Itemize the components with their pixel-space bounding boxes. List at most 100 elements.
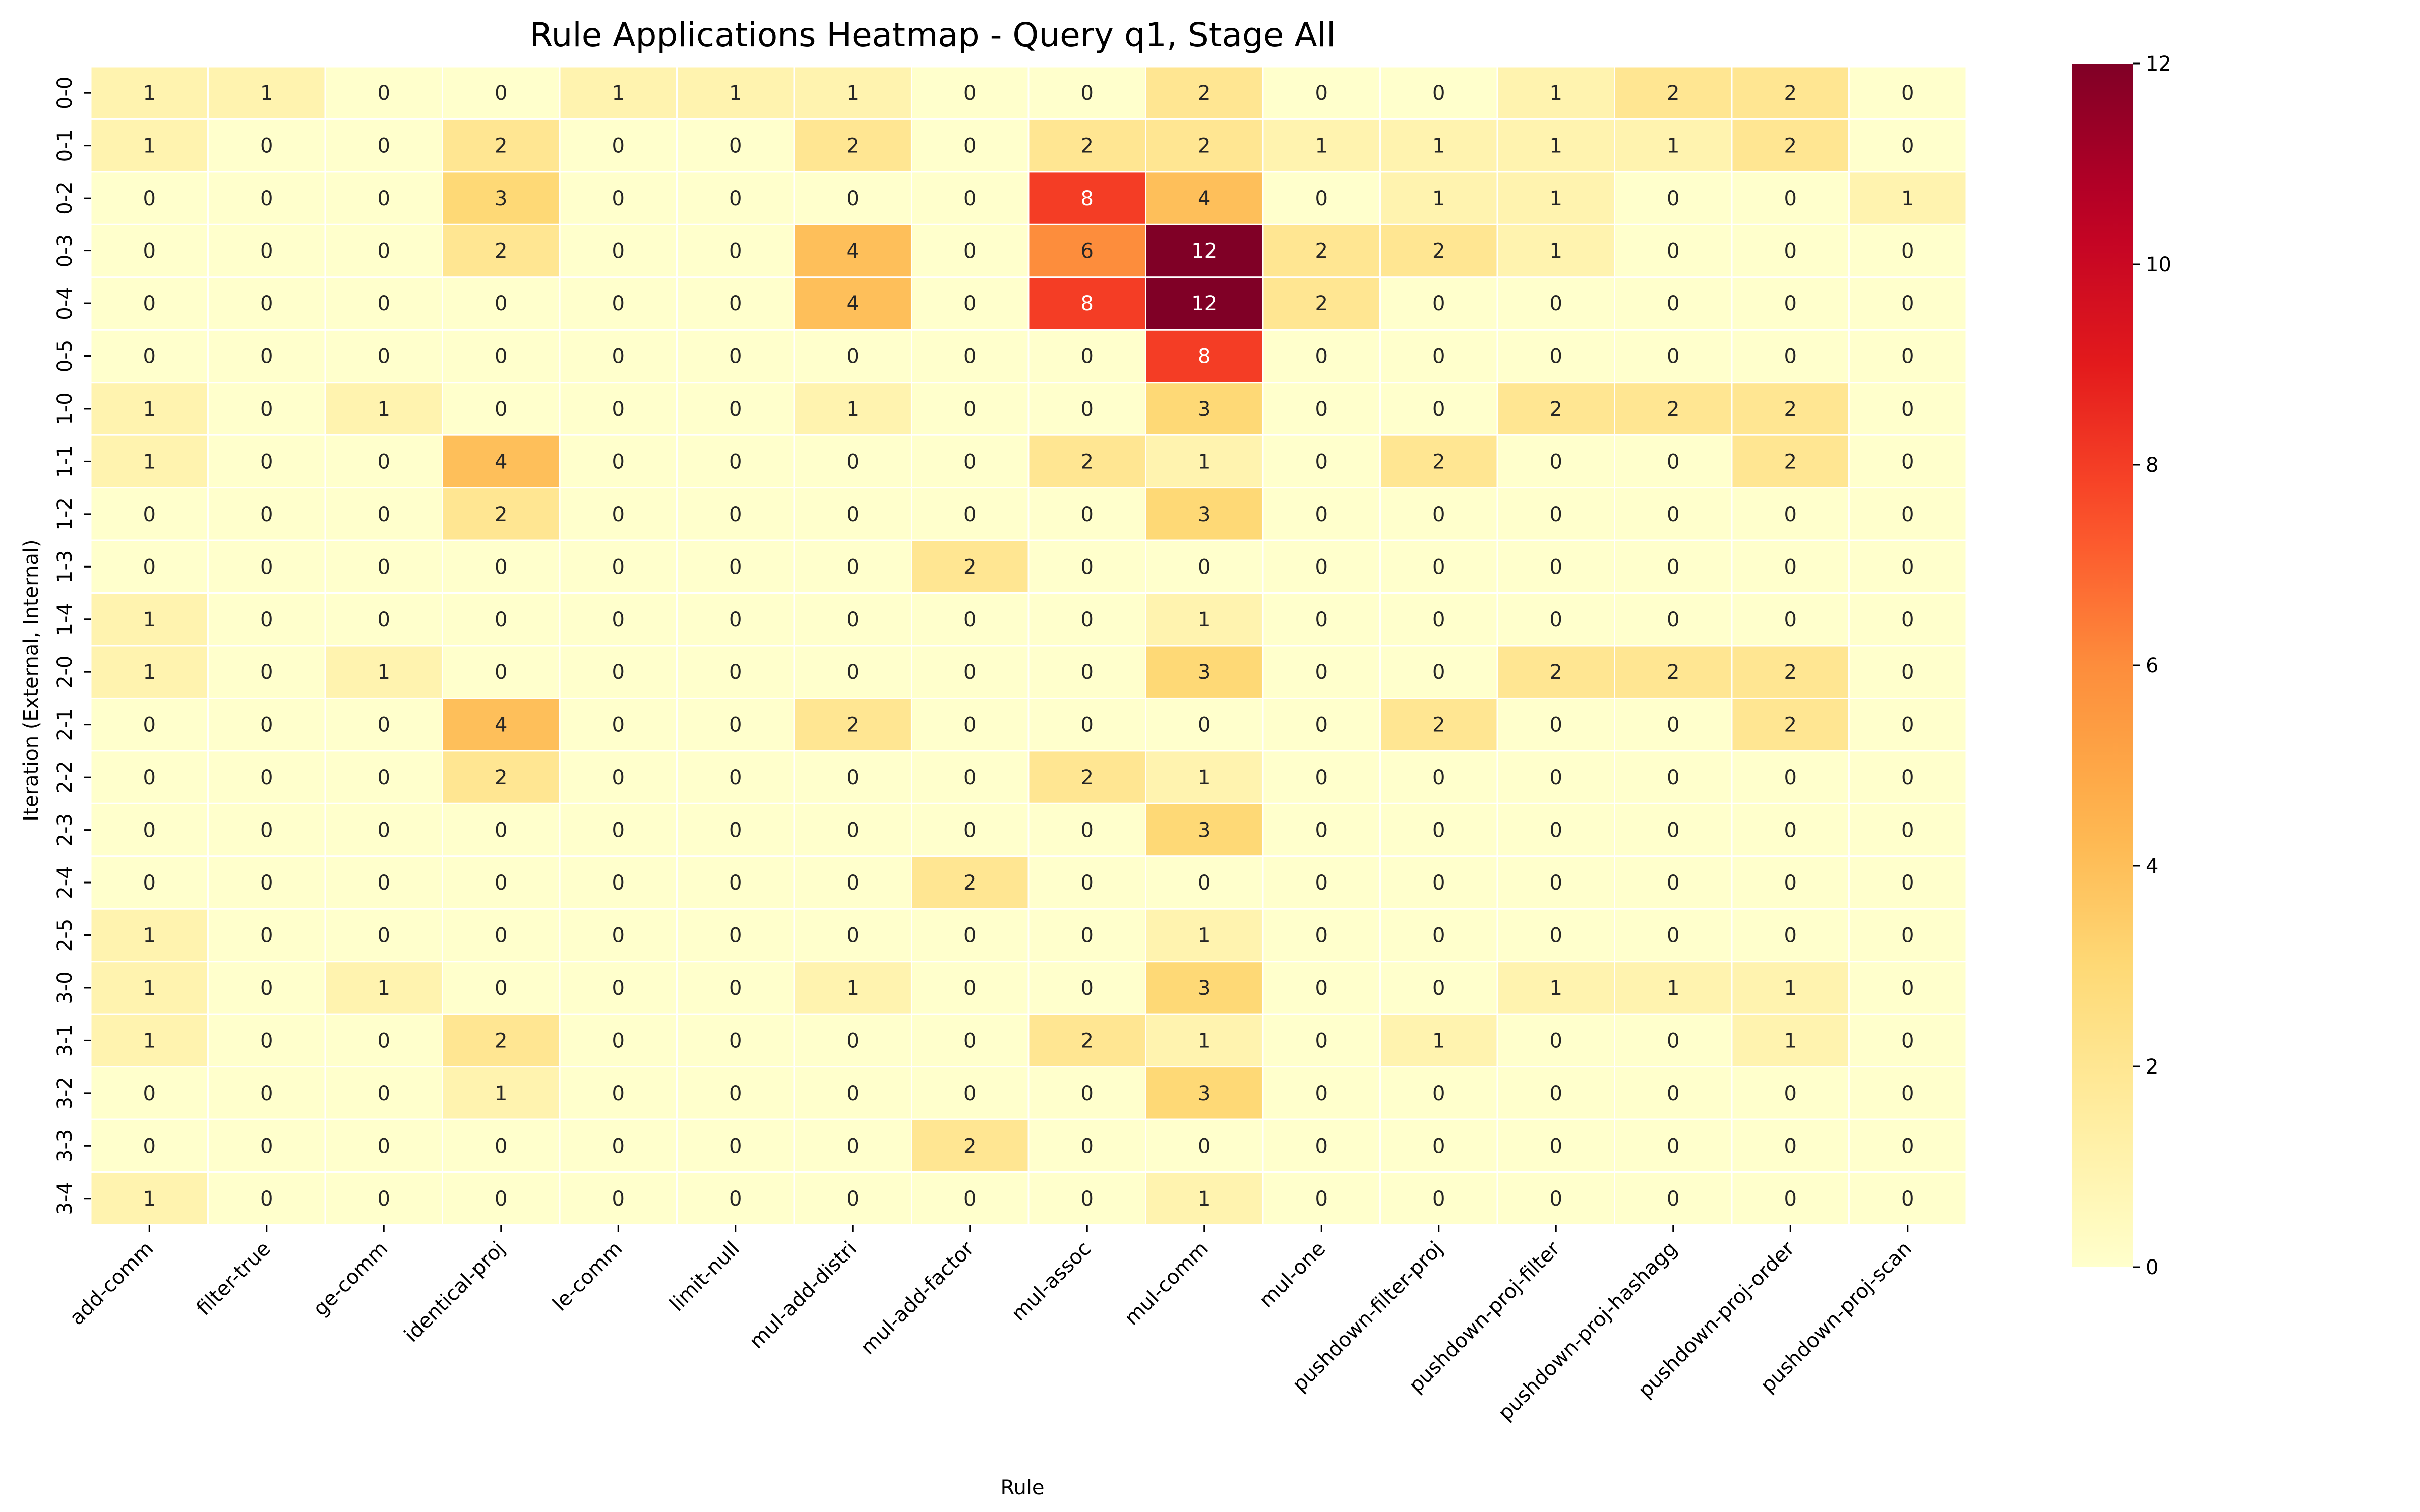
heatmap-cell [90,223,209,278]
cell-value-label: 0 [1315,503,1328,526]
heatmap-cell [1848,66,1967,120]
cell-value-label: 0 [1667,714,1679,737]
cell-value-label: 0 [1315,398,1328,421]
cell-value-label: 0 [846,1135,859,1158]
heatmap-cell [1496,539,1615,594]
cell-value-label: 4 [495,450,507,473]
cell-value-label: 0 [1901,555,1914,579]
cell-value-label: 2 [1550,661,1562,684]
heatmap-cell [1848,223,1967,278]
heatmap-cells [90,66,1967,1226]
cell-value-label: 0 [846,661,859,684]
heatmap-cell [676,276,795,331]
cell-value-label: 0 [1550,450,1562,473]
cell-value-label: 1 [1667,977,1679,1000]
cell-value-label: 0 [260,345,273,368]
cell-value-label: 0 [963,1029,976,1052]
heatmap-cell [1496,750,1615,804]
heatmap-cell [1262,276,1381,331]
cell-value-label: 0 [1081,555,1094,579]
heatmap-cell [1379,118,1498,173]
heatmap-cell [1496,118,1615,173]
heatmap-cell [1731,1118,1850,1173]
heatmap-cell [1496,276,1615,331]
heatmap-cell [1614,750,1733,804]
cell-value-label: 0 [1432,871,1445,895]
x-tick-label: mul-one [1255,1237,1330,1312]
heatmap-cell [911,750,1030,804]
cell-value-label: 0 [1667,187,1679,210]
cell-value-label: 2 [495,1029,507,1052]
cell-value-label: 0 [143,503,156,526]
cell-value-label: 0 [378,714,390,737]
cell-value-label: 2 [1198,82,1211,105]
heatmap-cell [1145,855,1264,910]
heatmap-cell [1145,487,1264,541]
cell-value-label: 0 [1432,82,1445,105]
cell-value-label: 0 [1315,1135,1328,1158]
cell-value-label: 0 [260,555,273,579]
heatmap-cell [324,645,443,699]
colorbar-tick-label: 6 [2146,654,2158,677]
cell-value-label: 0 [1667,345,1679,368]
heatmap-cell [1848,645,1967,699]
cell-value-label: 1 [1432,135,1445,158]
heatmap-cell [324,434,443,489]
heatmap-cell [207,382,326,436]
cell-value-label: 2 [846,135,859,158]
cell-value-label: 0 [1432,555,1445,579]
cell-value-label: 1 [846,977,859,1000]
cell-value-label: 0 [846,1082,859,1105]
cell-value-label: 0 [729,187,742,210]
heatmap-cell [442,908,561,963]
heatmap-cell [793,434,912,489]
cell-value-label: 0 [143,240,156,263]
cell-value-label: 3 [495,187,507,210]
cell-value-label: 0 [143,555,156,579]
cell-value-label: 0 [260,608,273,632]
cell-value-label: 0 [612,503,625,526]
cell-value-label: 1 [1198,766,1211,789]
cell-value-label: 0 [846,345,859,368]
heatmap-cell [911,329,1030,384]
heatmap-cell [676,645,795,699]
cell-value-label: 0 [729,555,742,579]
x-tick-label: mul-comm [1120,1237,1213,1330]
cell-value-label: 0 [143,1082,156,1105]
heatmap-cell [207,539,326,594]
heatmap-cell [559,1171,678,1226]
heatmap-cell [1145,750,1264,804]
cell-value-label: 2 [1432,240,1445,263]
heatmap-cell [442,1171,561,1226]
cell-value-label: 0 [495,1187,507,1211]
x-tick-label: identical-proj [400,1237,510,1347]
heatmap-cell [676,434,795,489]
cell-value-label: 0 [495,871,507,895]
cell-value-label: 0 [612,240,625,263]
cell-value-label: 0 [612,608,625,632]
cell-value-label: 0 [260,977,273,1000]
cell-value-label: 0 [729,714,742,737]
cell-value-label: 1 [1667,135,1679,158]
colorbar-ticks: 0 2 4 6 8 10 12 [2133,52,2171,1279]
heatmap-cell [90,539,209,594]
cell-value-label: 0 [846,871,859,895]
heatmap-cell [676,539,795,594]
cell-value-label: 0 [846,924,859,948]
heatmap-cell [324,329,443,384]
cell-value-label: 1 [1901,187,1914,210]
heatmap-cell [676,750,795,804]
heatmap-cell [1848,750,1967,804]
cell-value-label: 0 [963,819,976,842]
heatmap-cell [1145,276,1264,331]
cell-value-label: 2 [1432,450,1445,473]
heatmap-cell [1848,1066,1967,1120]
cell-value-label: 0 [1315,977,1328,1000]
y-tick-label: 1-2 [53,497,77,530]
cell-value-label: 0 [378,450,390,473]
cell-value-label: 1 [729,82,742,105]
cell-value-label: 0 [963,1187,976,1211]
cell-value-label: 0 [143,345,156,368]
cell-value-label: 0 [1432,766,1445,789]
heatmap-cell [324,1013,443,1068]
